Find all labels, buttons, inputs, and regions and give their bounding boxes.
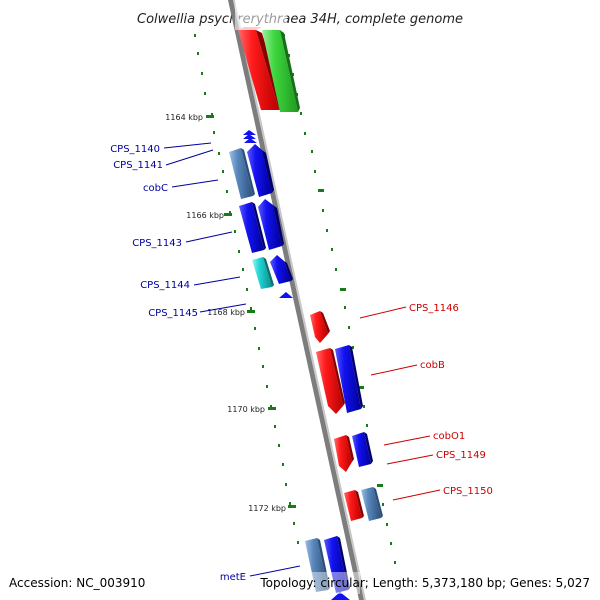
gene-top-green <box>262 30 300 112</box>
gene-label-cps1150: CPS_1150 <box>443 486 493 497</box>
gene-cps1150 <box>361 487 383 521</box>
gene-cps1143 <box>239 202 266 253</box>
left-dotted-track <box>194 34 299 544</box>
gene-cps1149 <box>352 432 373 467</box>
gene-mete-arrow <box>331 592 350 600</box>
kbp-label: 1164 kbp <box>165 113 203 122</box>
right-leader-lines <box>359 306 441 501</box>
gene-label-cps1141: CPS_1141 <box>113 160 163 171</box>
gene-cps1144b <box>270 255 293 284</box>
gene-label-cps1140: CPS_1140 <box>110 144 160 155</box>
kbp-label: 1168 kbp <box>207 308 245 317</box>
left-leader-lines <box>163 142 301 577</box>
gene-cps1146 <box>310 311 330 343</box>
gene-mete <box>324 536 350 593</box>
gene-mete-steel <box>305 538 330 592</box>
kbp-label: 1172 kbp <box>248 504 286 513</box>
gene-cps1140 <box>243 130 256 139</box>
gene-cobb-red <box>316 348 345 414</box>
map-title: Colwellia psychrerythraea 34H, complete … <box>137 12 463 27</box>
gene-label-cobc: cobC <box>143 183 168 194</box>
accession-text: Accession: NC_003910 <box>9 576 145 590</box>
gene-label-cobo1: cobO1 <box>433 431 465 442</box>
gene-label-cps1146: CPS_1146 <box>409 303 459 314</box>
gene-cps1143b <box>258 199 284 250</box>
gene-cobb <box>335 345 363 413</box>
gene-cps1141-body <box>247 144 274 197</box>
left-major-ticks <box>206 115 296 508</box>
gene-cps1150-red <box>344 490 364 521</box>
gene-label-cps1145: CPS_1145 <box>148 308 198 319</box>
gene-top-overlay <box>235 0 287 30</box>
topology-text: Topology: circular; Length: 5,373,180 bp… <box>259 576 590 590</box>
gene-label-cps1149: CPS_1149 <box>436 450 486 461</box>
gene-label-cps1144: CPS_1144 <box>140 280 190 291</box>
gene-cps1144 <box>252 257 274 289</box>
gene-label-mete: metE <box>220 572 246 583</box>
footer-overlay <box>300 572 360 594</box>
kbp-label: 1166 kbp <box>186 211 224 220</box>
gene-cps1141 <box>244 138 257 143</box>
gene-cps1145 <box>279 292 293 298</box>
gene-label-cobb: cobB <box>420 360 445 371</box>
gene-label-cps1143: CPS_1143 <box>132 238 182 249</box>
gene-cobo1 <box>334 435 354 472</box>
gene-cobc <box>229 148 255 199</box>
kbp-label: 1170 kbp <box>227 405 265 414</box>
